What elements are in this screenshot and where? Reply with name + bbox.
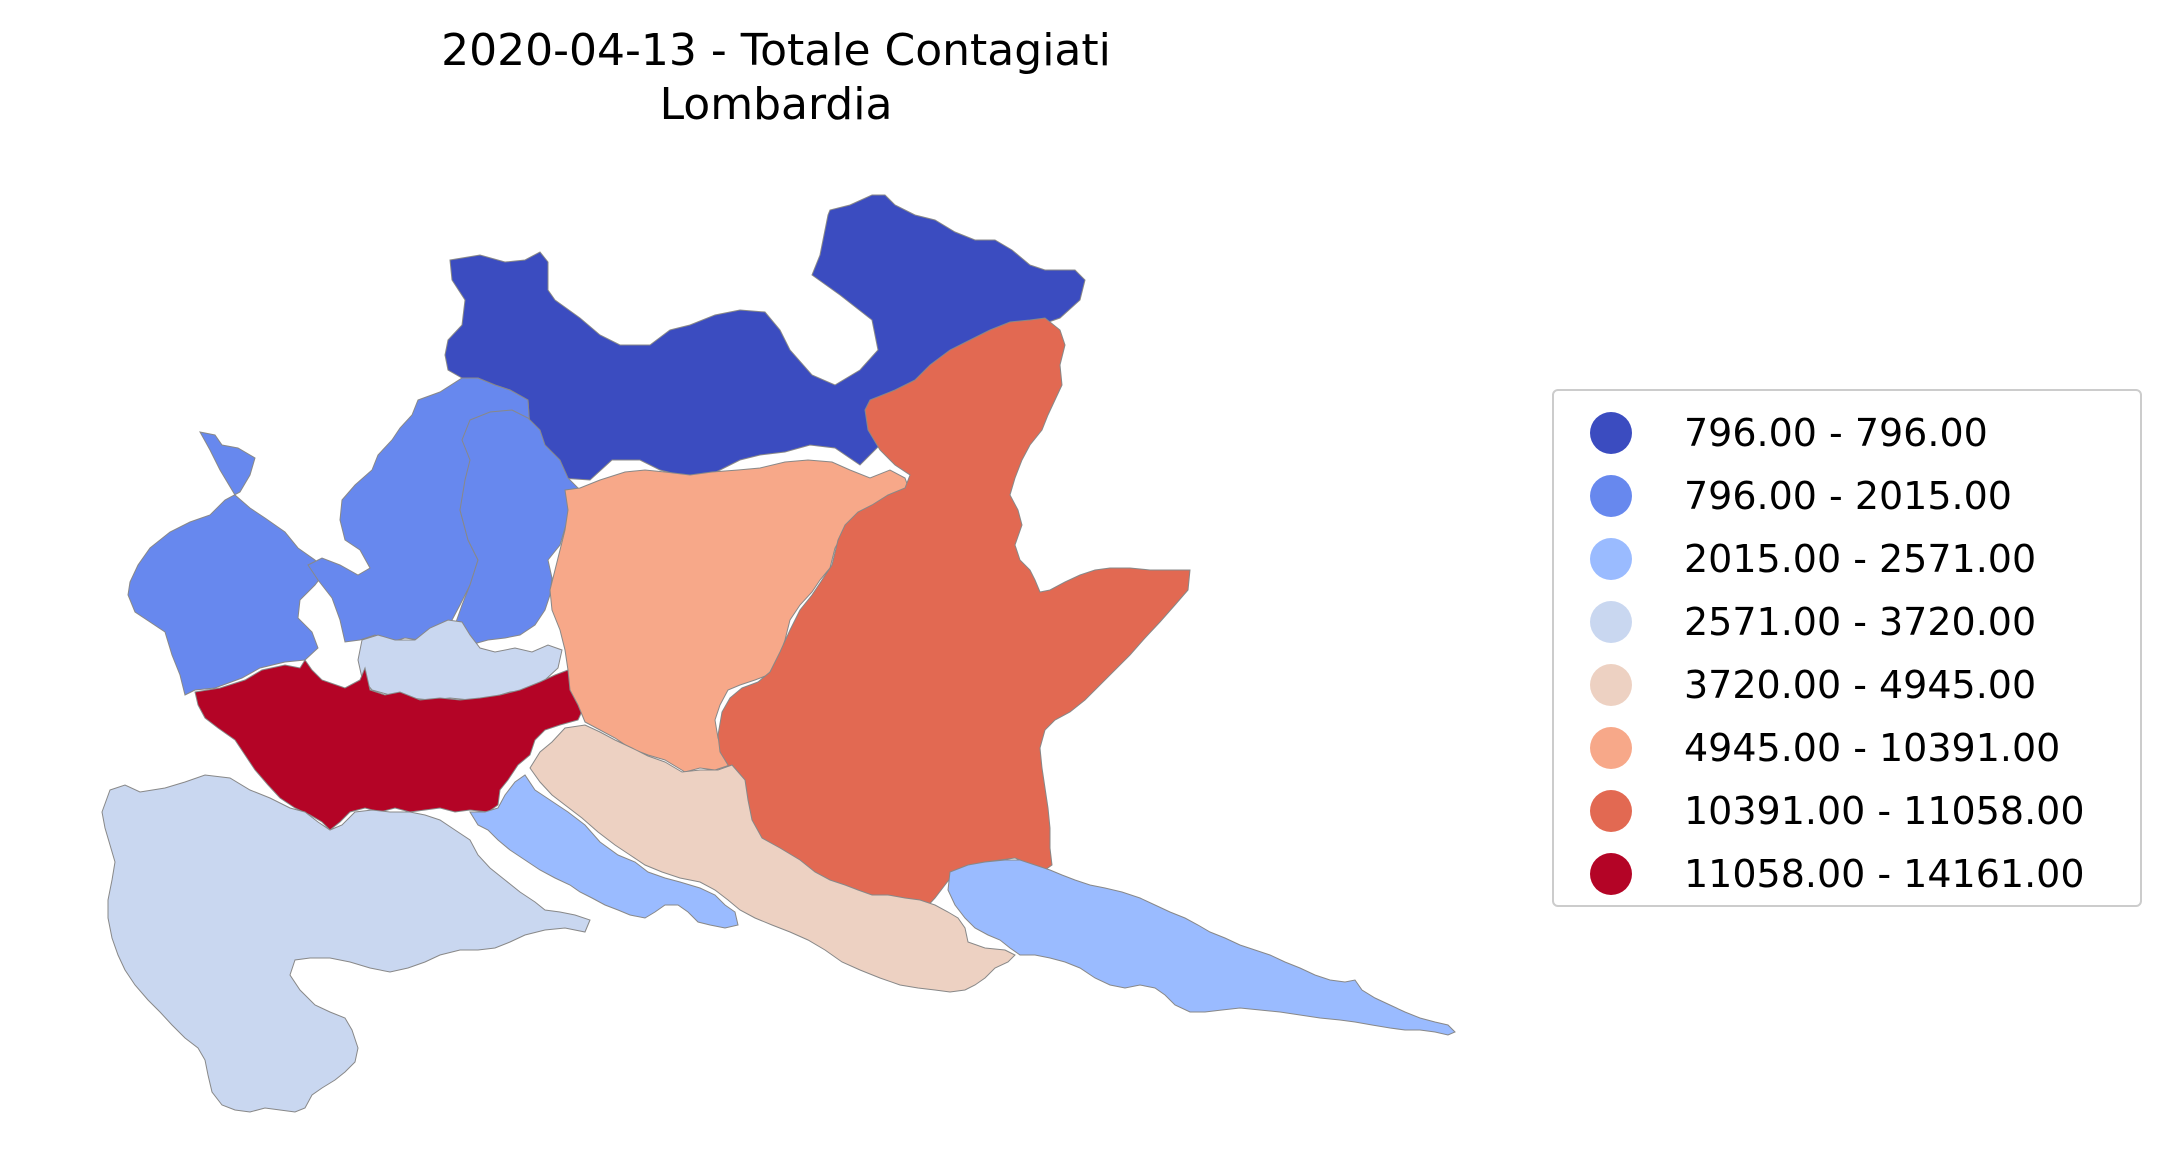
legend-swatch [1590, 727, 1632, 769]
legend-swatch [1590, 412, 1632, 454]
legend-item: 10391.00 - 11058.00 [1554, 789, 2085, 833]
legend-label: 10391.00 - 11058.00 [1684, 789, 2085, 833]
legend: 796.00 - 796.00 796.00 - 2015.00 2015.00 -… [1552, 389, 2142, 907]
legend-item: 796.00 - 796.00 [1554, 411, 1988, 455]
province-lodi [469, 774, 739, 929]
province-lecco [454, 409, 581, 646]
legend-label: 796.00 - 2015.00 [1684, 474, 2012, 518]
legend-swatch [1590, 790, 1632, 832]
legend-swatch [1590, 664, 1632, 706]
legend-item: 2015.00 - 2571.00 [1554, 537, 2036, 581]
legend-label: 796.00 - 796.00 [1684, 411, 1988, 455]
legend-label: 3720.00 - 4945.00 [1684, 663, 2037, 707]
legend-label: 4945.00 - 10391.00 [1684, 726, 2061, 770]
province-cremona [529, 724, 1016, 993]
legend-swatch [1590, 475, 1632, 517]
legend-item: 4945.00 - 10391.00 [1554, 726, 2060, 770]
legend-item: 2571.00 - 3720.00 [1554, 600, 2036, 644]
legend-label: 2571.00 - 3720.00 [1684, 600, 2037, 644]
map-title: 2020-04-13 - Totale Contagiati Lombardia [236, 24, 1316, 132]
legend-item: 3720.00 - 4945.00 [1554, 663, 2036, 707]
province-varese [127, 431, 326, 696]
legend-swatch [1590, 538, 1632, 580]
province-mantova [947, 859, 1456, 1036]
lombardia-map [101, 194, 1456, 1113]
legend-label: 11058.00 - 14161.00 [1684, 852, 2085, 896]
province-pavia [101, 774, 591, 1113]
legend-label: 2015.00 - 2571.00 [1684, 537, 2037, 581]
legend-swatch [1590, 601, 1632, 643]
legend-item: 796.00 - 2015.00 [1554, 474, 2012, 518]
title-line-date: 2020-04-13 - Totale Contagiati [441, 25, 1111, 76]
title-line-region: Lombardia [659, 79, 893, 130]
legend-item: 11058.00 - 14161.00 [1554, 852, 2085, 896]
legend-swatch [1590, 853, 1632, 895]
